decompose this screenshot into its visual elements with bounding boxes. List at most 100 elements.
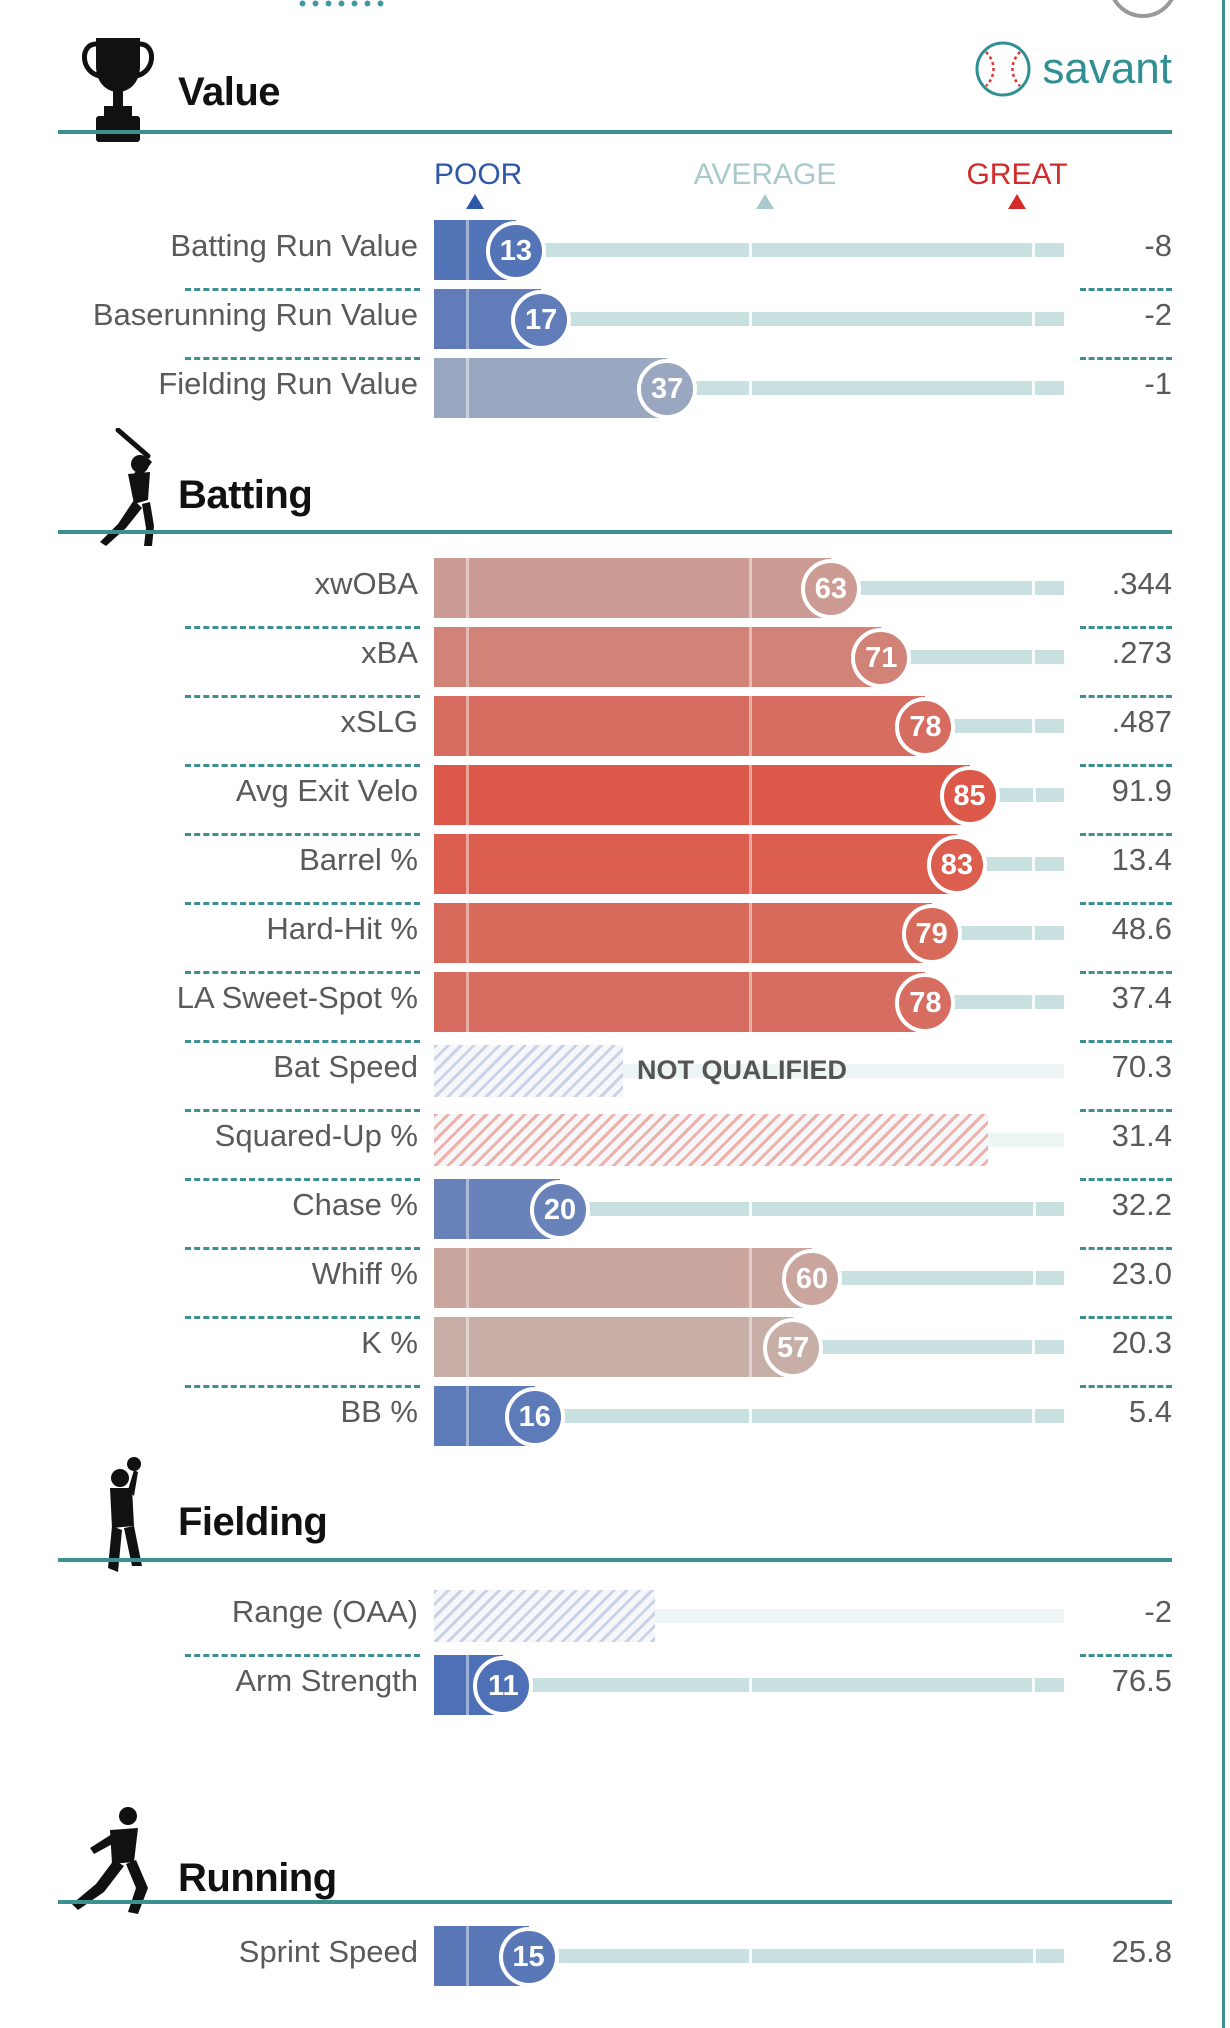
- fill-gridline: [465, 1926, 469, 1986]
- percentile-badge: 15: [498, 1927, 559, 1987]
- legend-great: GREAT: [966, 158, 1068, 209]
- metric-label: Arm Strength: [235, 1663, 418, 1698]
- percentile-bar: 16: [434, 1386, 1064, 1447]
- metric-value: 25.8: [1111, 1934, 1172, 1969]
- percentile-track: [561, 312, 1064, 326]
- baseball-icon: [975, 41, 1031, 97]
- track-tick: [1032, 650, 1036, 664]
- track-tick: [1032, 1340, 1036, 1354]
- row-divider: [185, 1247, 420, 1250]
- metric-row[interactable]: Range (OAA) -2: [0, 1586, 1230, 1657]
- metric-row[interactable]: K % 57 20.3: [0, 1317, 1230, 1388]
- carousel-dots[interactable]: [296, 0, 388, 7]
- metric-row[interactable]: xSLG 78 .487: [0, 696, 1230, 767]
- percentile-track: [989, 788, 1064, 802]
- legend-average-label: AVERAGE: [693, 158, 837, 191]
- metric-row[interactable]: xBA 71 .273: [0, 627, 1230, 698]
- row-divider: [1080, 902, 1172, 905]
- metric-value: .487: [1111, 704, 1172, 739]
- percentile-bar: 79: [434, 903, 1064, 964]
- metric-row[interactable]: Squared-Up % 31.4: [0, 1110, 1230, 1181]
- metric-row[interactable]: Barrel % 83 13.4: [0, 834, 1230, 905]
- metric-row[interactable]: BB % 16 5.4: [0, 1386, 1230, 1448]
- fill-gridline: [465, 358, 469, 418]
- section-title-batting: Batting: [178, 473, 313, 517]
- percentile-fill: [434, 972, 926, 1032]
- metric-row[interactable]: xwOBA 63 .344: [0, 558, 1230, 629]
- row-divider: [1080, 1247, 1172, 1250]
- metric-row[interactable]: Hard-Hit % 79 48.6: [0, 903, 1230, 974]
- percentile-badge: 20: [530, 1180, 590, 1240]
- metric-value: -2: [1144, 297, 1172, 332]
- percentile-badge: 63: [800, 559, 861, 619]
- legend-great-label: GREAT: [966, 158, 1068, 191]
- metric-row[interactable]: Chase % 20 32.2: [0, 1179, 1230, 1250]
- metric-value: 37.4: [1111, 980, 1172, 1015]
- row-divider: [1080, 695, 1172, 698]
- percentile-fill: [434, 903, 932, 963]
- percentile-fill: [434, 358, 668, 418]
- percentile-bar: 57: [434, 1317, 1064, 1378]
- metric-value: .344: [1111, 566, 1172, 601]
- track-tick: [748, 381, 752, 395]
- track-tick: [1032, 1409, 1036, 1423]
- great-arrow-icon: [1008, 194, 1026, 209]
- metric-label: LA Sweet-Spot %: [176, 980, 418, 1015]
- track-tick: [748, 243, 752, 257]
- percentile-track: [832, 1271, 1064, 1285]
- metric-row[interactable]: LA Sweet-Spot % 78 37.4: [0, 972, 1230, 1043]
- savant-logo[interactable]: savant: [974, 40, 1172, 98]
- row-divider: [185, 1654, 420, 1657]
- percentile-track: [813, 1340, 1064, 1354]
- metric-value: -1: [1144, 366, 1172, 401]
- percentile-badge: 17: [511, 290, 572, 350]
- percentile-track: [580, 1202, 1064, 1216]
- row-divider: [185, 1316, 420, 1319]
- metric-row[interactable]: Whiff % 60 23.0: [0, 1248, 1230, 1319]
- percentile-bar: 60: [434, 1248, 1064, 1309]
- metric-row[interactable]: Bat Speed NOT QUALIFIED 70.3: [0, 1041, 1230, 1112]
- percentile-track: [945, 719, 1064, 733]
- metric-row[interactable]: Fielding Run Value 37 -1: [0, 358, 1230, 420]
- percentile-track: [976, 857, 1064, 871]
- row-divider: [185, 626, 420, 629]
- metric-label: BB %: [340, 1394, 418, 1429]
- metric-row[interactable]: Avg Exit Velo 85 91.9: [0, 765, 1230, 836]
- unqualified-hatch: [434, 1045, 623, 1097]
- row-divider: [1080, 971, 1172, 974]
- row-divider: [185, 1178, 420, 1181]
- percentile-track: [523, 1678, 1064, 1692]
- section-running-header: Running: [58, 1800, 1172, 1920]
- track-tick: [748, 1678, 752, 1692]
- metric-label: Avg Exit Velo: [235, 773, 418, 808]
- row-divider: [185, 1109, 420, 1112]
- row-divider: [1080, 1316, 1172, 1319]
- track-tick: [1032, 312, 1036, 326]
- track-tick: [1032, 1678, 1036, 1692]
- section-rule: [58, 130, 1172, 134]
- fill-gridline: [465, 1179, 469, 1239]
- track-tick: [1032, 581, 1036, 595]
- section-fielding-header: Fielding: [58, 1456, 1172, 1576]
- row-divider: [185, 1040, 420, 1043]
- metric-value: 70.3: [1111, 1049, 1172, 1084]
- percentile-badge: 37: [637, 359, 698, 419]
- row-divider: [185, 695, 420, 698]
- row-divider: [1080, 1040, 1172, 1043]
- percentile-badge: 78: [895, 697, 956, 757]
- metric-label: Baserunning Run Value: [92, 297, 418, 332]
- percentile-badge: 83: [926, 835, 987, 895]
- metric-label: xSLG: [340, 704, 418, 739]
- percentile-track: [535, 243, 1064, 257]
- metric-row[interactable]: Arm Strength 11 76.5: [0, 1655, 1230, 1717]
- metric-row[interactable]: Sprint Speed 15 25.8: [0, 1926, 1230, 1988]
- row-divider: [185, 833, 420, 836]
- percentile-bar: 13: [434, 220, 1064, 281]
- percentile-badge: 85: [939, 766, 1000, 826]
- poor-arrow-icon: [466, 194, 484, 209]
- track-tick: [748, 1409, 752, 1423]
- metric-row[interactable]: Baserunning Run Value 17 -2: [0, 289, 1230, 360]
- metric-label: Hard-Hit %: [266, 911, 418, 946]
- metric-row[interactable]: Batting Run Value 13 -8: [0, 220, 1230, 291]
- percentile-fill: [434, 627, 882, 687]
